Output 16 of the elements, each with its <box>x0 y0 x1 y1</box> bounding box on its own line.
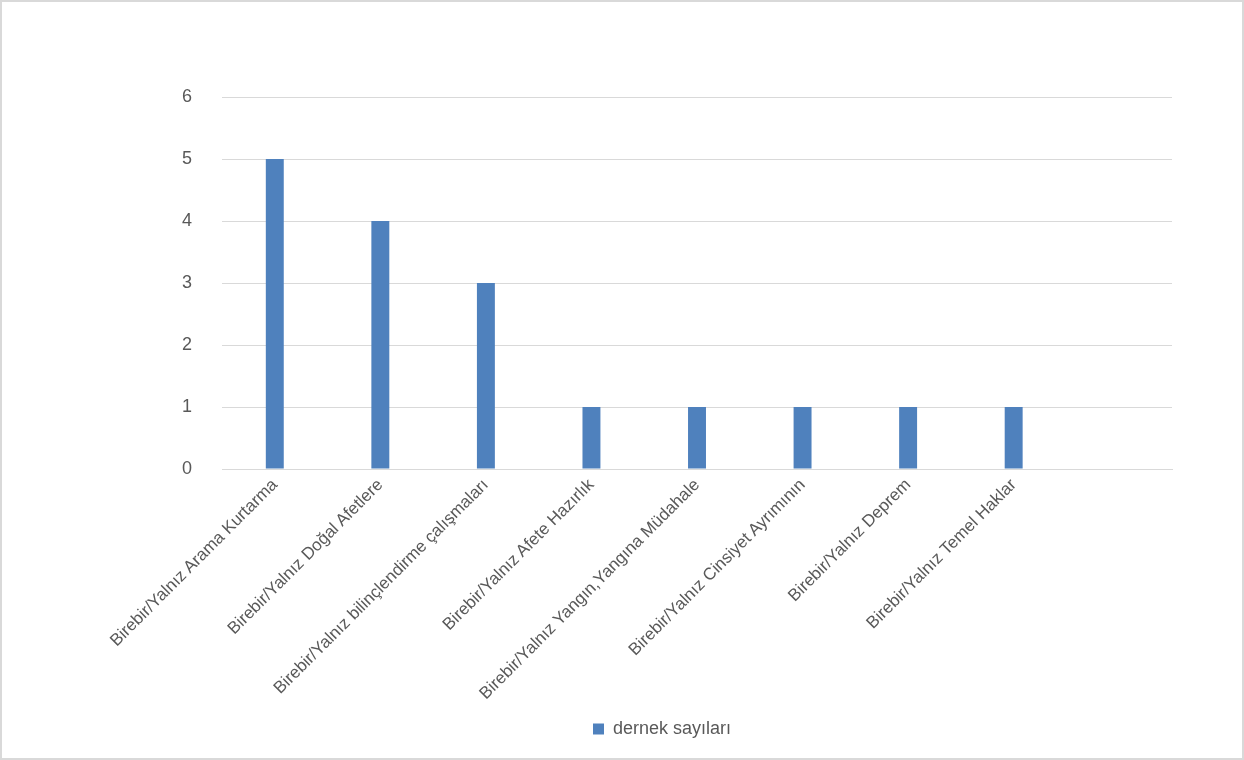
y-tick-label: 3 <box>182 272 193 292</box>
bar <box>793 407 812 469</box>
legend-label: dernek sayıları <box>612 717 732 738</box>
y-tick-label: 5 <box>182 147 193 168</box>
bar <box>371 221 390 469</box>
bar <box>582 407 601 469</box>
bar <box>899 407 918 469</box>
y-tick-label: 2 <box>182 334 193 355</box>
y-tick-label: 6 <box>182 85 193 106</box>
bar <box>688 407 706 469</box>
bar <box>1004 407 1023 469</box>
y-tick-label: 4 <box>182 209 193 230</box>
y-tick-label: 1 <box>182 396 193 417</box>
bar <box>476 283 495 469</box>
bar <box>265 159 284 469</box>
y-tick-label: 0 <box>182 458 193 479</box>
